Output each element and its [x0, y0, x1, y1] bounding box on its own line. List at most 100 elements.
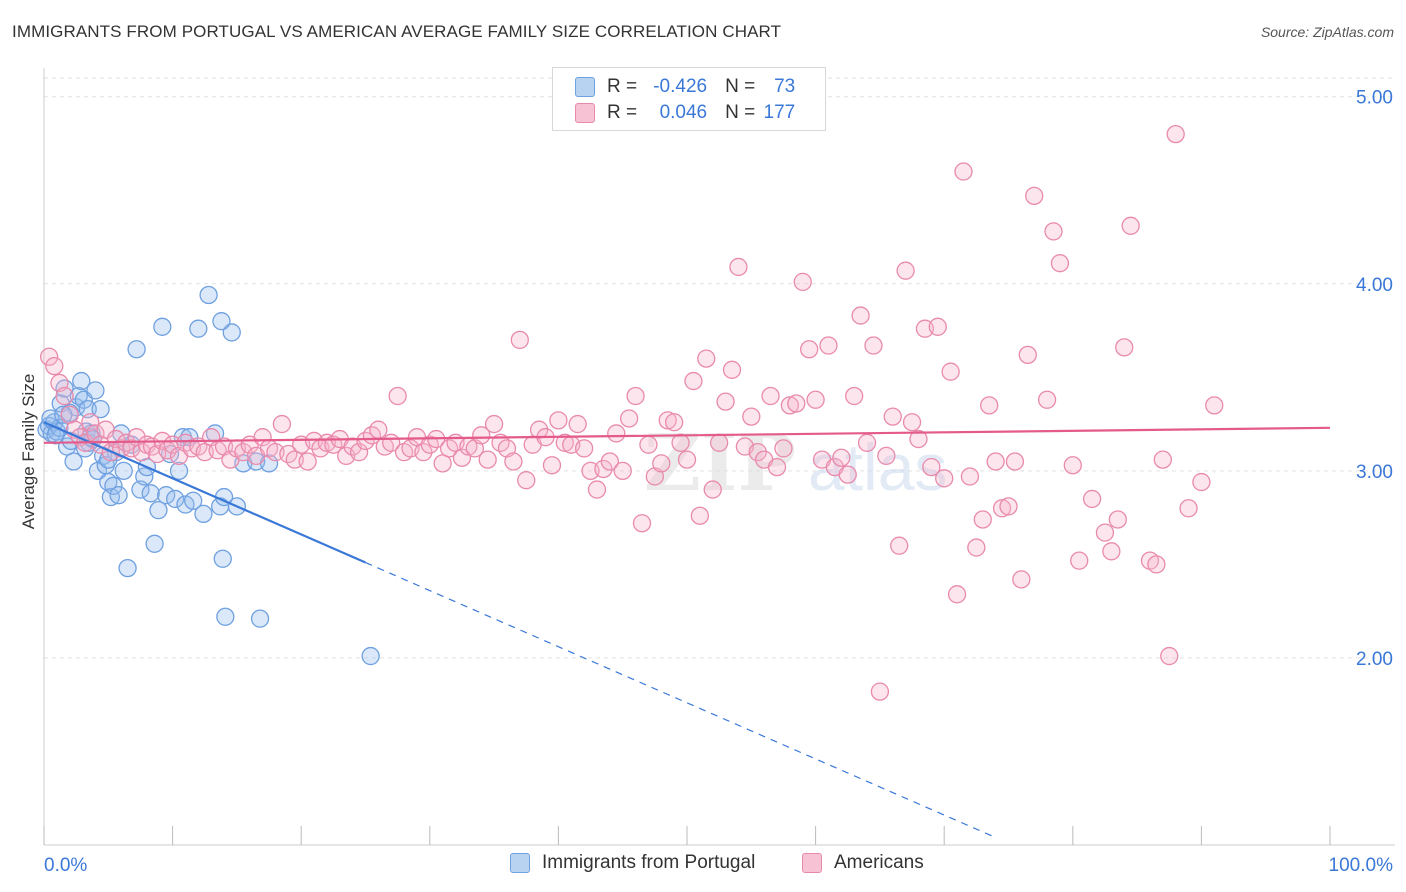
americans-point	[870, 682, 890, 701]
americans-point	[574, 439, 594, 458]
portugal-point	[86, 381, 105, 400]
americans-point	[883, 407, 902, 426]
portugal-point	[169, 461, 189, 481]
americans-point	[928, 317, 947, 336]
americans-point	[774, 439, 793, 458]
americans-point	[890, 536, 909, 555]
x-tick-label: 0.0%	[44, 855, 87, 876]
portugal-point	[250, 609, 270, 628]
americans-point	[587, 480, 607, 499]
americans-point	[851, 306, 870, 325]
y-tick-label: 5.00	[1356, 88, 1393, 109]
americans-trend-line	[43, 426, 1331, 444]
portugal-point	[145, 534, 164, 553]
americans-point	[935, 469, 954, 488]
bottom-legend-label-portugal: Immigrants from Portugal	[542, 852, 756, 873]
americans-point	[787, 394, 806, 413]
americans-point	[1160, 646, 1179, 666]
americans-point	[909, 429, 928, 449]
americans-point	[967, 538, 986, 557]
americans-point	[684, 371, 703, 391]
y-tick-label: 2.00	[1356, 649, 1393, 670]
legend-n-value: 177	[763, 102, 796, 123]
americans-point	[349, 442, 369, 462]
americans-point	[39, 347, 59, 366]
portugal-point	[222, 323, 241, 342]
portugal-point	[118, 558, 137, 578]
americans-point	[1070, 551, 1089, 570]
legend-swatch-portugal	[575, 77, 595, 97]
portugal-point	[91, 399, 110, 419]
legend-swatch-americans	[575, 103, 595, 123]
americans-point	[549, 411, 568, 430]
americans-point	[896, 261, 915, 280]
americans-point	[664, 413, 684, 432]
americans-point	[1108, 510, 1127, 529]
portugal-point	[166, 489, 185, 509]
americans-point	[619, 409, 639, 428]
bottom-legend-americans: Americans	[802, 852, 924, 874]
americans-point	[716, 392, 735, 411]
portugal-point	[213, 549, 232, 568]
americans-point	[845, 386, 864, 406]
americans-point	[806, 390, 825, 409]
source-label: Source: ZipAtlas.com	[1260, 24, 1394, 40]
chart-title: IMMIGRANTS FROM PORTUGAL VS AMERICAN AVE…	[12, 22, 782, 41]
americans-point	[947, 585, 967, 604]
americans-point	[45, 356, 64, 376]
americans-point	[1205, 396, 1224, 415]
americans-point	[922, 457, 941, 477]
portugal-point	[194, 504, 213, 524]
legend-r-value: 0.046	[659, 102, 708, 123]
americans-point	[478, 450, 497, 469]
americans-point	[902, 413, 922, 432]
americans-point	[748, 442, 767, 462]
portugal-point	[127, 340, 146, 359]
americans-point	[607, 424, 626, 443]
legend-row-portugal: R = -0.426 N = 73	[575, 75, 795, 99]
legend-n-value: 73	[774, 76, 796, 97]
y-tick-label: 4.00	[1356, 275, 1393, 296]
americans-point	[253, 428, 272, 447]
bottom-legend-swatch-portugal	[510, 853, 530, 873]
americans-point	[106, 429, 126, 449]
americans-point	[388, 386, 407, 406]
portugal-point	[109, 486, 128, 505]
portugal-trend-line-extension	[365, 561, 996, 839]
americans-point	[1147, 555, 1166, 574]
americans-point	[542, 456, 562, 475]
americans-point	[452, 448, 472, 467]
americans-point	[819, 336, 838, 355]
bottom-legend-portugal: Immigrants from Portugal	[510, 852, 755, 874]
legend-r-label: R =	[607, 102, 638, 123]
americans-point	[1121, 216, 1140, 235]
americans-point	[517, 471, 536, 490]
americans-point	[1153, 450, 1172, 469]
americans-point	[1192, 472, 1211, 492]
americans-point	[677, 450, 697, 469]
americans-point	[1166, 124, 1185, 144]
legend-row-americans: R = 0.046 N = 177	[575, 101, 795, 125]
legend-n-label: N =	[725, 76, 756, 97]
americans-point	[722, 360, 742, 379]
portugal-trend-line	[43, 421, 366, 564]
americans-point	[1082, 489, 1102, 509]
americans-point	[594, 459, 613, 479]
americans-point	[55, 386, 74, 406]
watermark-atlas: atlas	[808, 430, 947, 504]
americans-point	[81, 413, 100, 432]
portugal-point	[141, 484, 160, 503]
americans-point	[793, 272, 812, 292]
americans-point	[729, 257, 748, 277]
americans-point	[1115, 338, 1134, 357]
legend-n-label: N =	[725, 102, 756, 123]
americans-point	[1050, 254, 1070, 273]
americans-point	[671, 433, 690, 452]
portugal-point	[157, 486, 176, 505]
portugal-point	[72, 371, 91, 391]
americans-point	[1063, 456, 1082, 475]
americans-point	[703, 480, 722, 499]
americans-point	[1012, 570, 1031, 589]
portugal-point	[104, 476, 123, 495]
americans-point	[639, 435, 658, 454]
